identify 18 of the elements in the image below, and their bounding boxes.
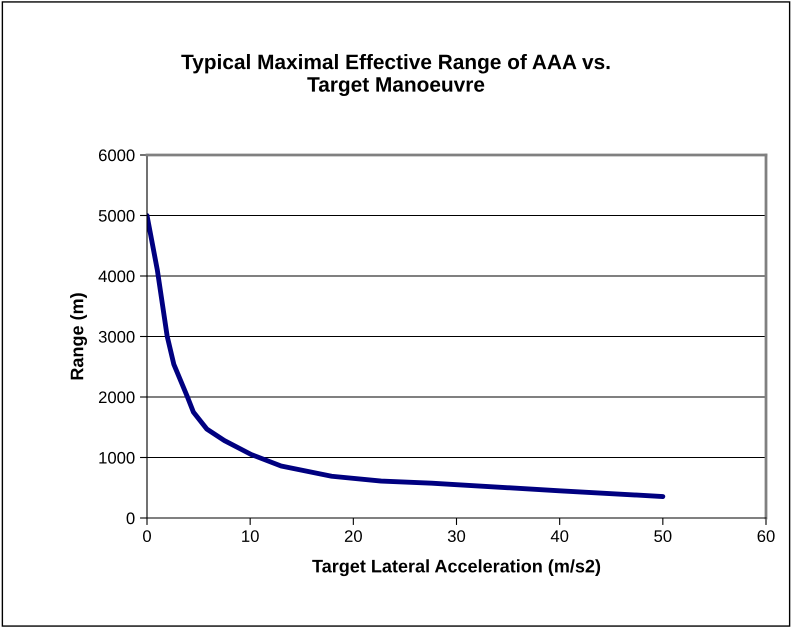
y-tick-label: 4000 [98,270,135,282]
y-tick-label: 0 [126,512,135,524]
x-tick-label: 60 [758,530,775,542]
y-tick-label: 1000 [99,452,135,464]
x-axis-title: Target Lateral Acceleration (m/s2) [312,559,600,576]
x-tick-label: 20 [344,530,362,542]
y-tick-label: 5000 [98,210,135,222]
line-series [147,213,666,499]
y-axis-title: Range (m) [70,293,88,380]
y-tick-label: 3000 [98,330,135,343]
x-tick-label: 50 [654,530,672,542]
chart-title: Typical Maximal Effective Range of AAA vs. Target Manoeuvre [181,54,610,96]
y-tick-label: 2000 [98,391,135,404]
x-tick-label: 0 [143,530,151,542]
x-tick-label: 40 [550,530,568,542]
y-tick-label: 6000 [98,149,135,162]
x-tick-label: 10 [242,530,259,542]
x-tick-label: 30 [448,530,466,542]
